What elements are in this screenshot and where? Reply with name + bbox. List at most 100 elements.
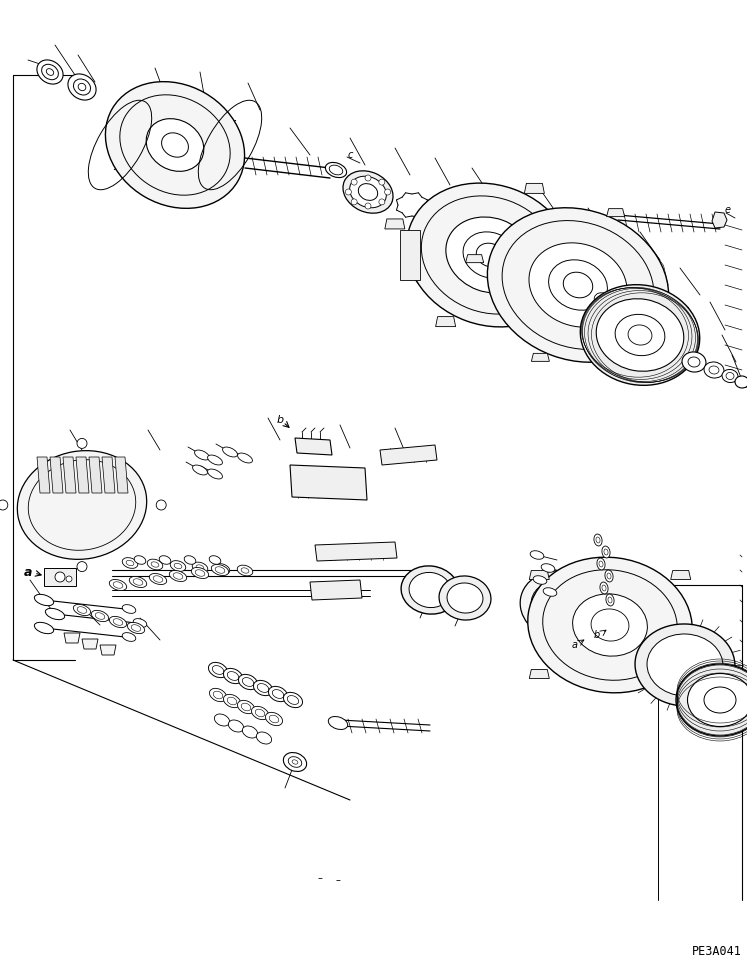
Ellipse shape xyxy=(95,612,105,619)
Circle shape xyxy=(77,438,87,449)
Ellipse shape xyxy=(615,314,665,355)
Ellipse shape xyxy=(208,469,223,479)
Ellipse shape xyxy=(215,567,225,573)
Ellipse shape xyxy=(608,597,612,603)
Ellipse shape xyxy=(252,707,268,719)
Polygon shape xyxy=(115,457,128,493)
Circle shape xyxy=(66,576,72,582)
Polygon shape xyxy=(310,580,362,600)
Ellipse shape xyxy=(211,564,229,576)
Ellipse shape xyxy=(238,700,255,714)
Ellipse shape xyxy=(487,208,669,362)
Circle shape xyxy=(55,572,65,582)
Polygon shape xyxy=(607,209,624,217)
Circle shape xyxy=(351,199,357,205)
Ellipse shape xyxy=(563,273,592,298)
Ellipse shape xyxy=(273,690,284,698)
Ellipse shape xyxy=(529,243,627,327)
Ellipse shape xyxy=(439,576,491,620)
Text: e: e xyxy=(725,205,731,215)
Ellipse shape xyxy=(541,563,555,572)
Polygon shape xyxy=(575,281,595,291)
Ellipse shape xyxy=(238,674,258,690)
Ellipse shape xyxy=(242,678,254,687)
Ellipse shape xyxy=(173,573,183,580)
Circle shape xyxy=(365,175,371,181)
Ellipse shape xyxy=(704,362,724,378)
Ellipse shape xyxy=(605,570,613,582)
Ellipse shape xyxy=(68,74,96,100)
Polygon shape xyxy=(385,219,405,229)
Bar xyxy=(560,235,578,275)
Polygon shape xyxy=(76,457,89,493)
Ellipse shape xyxy=(212,665,223,674)
Circle shape xyxy=(0,500,7,510)
Text: b: b xyxy=(276,415,284,425)
Polygon shape xyxy=(100,645,116,655)
Ellipse shape xyxy=(647,634,723,696)
Ellipse shape xyxy=(591,609,629,641)
Ellipse shape xyxy=(133,618,146,627)
Ellipse shape xyxy=(253,681,273,695)
Text: b: b xyxy=(594,630,600,640)
Polygon shape xyxy=(530,669,549,679)
Ellipse shape xyxy=(114,618,123,625)
Ellipse shape xyxy=(268,687,288,702)
Ellipse shape xyxy=(326,163,347,177)
Ellipse shape xyxy=(543,587,557,596)
Ellipse shape xyxy=(602,546,610,558)
Ellipse shape xyxy=(46,609,65,619)
Ellipse shape xyxy=(530,551,544,560)
Text: a: a xyxy=(24,565,32,579)
Ellipse shape xyxy=(427,197,456,222)
Ellipse shape xyxy=(195,570,205,576)
Ellipse shape xyxy=(34,594,54,606)
Polygon shape xyxy=(380,445,437,465)
Ellipse shape xyxy=(726,373,734,379)
Ellipse shape xyxy=(227,697,237,705)
Ellipse shape xyxy=(113,582,123,588)
Polygon shape xyxy=(89,457,102,493)
Ellipse shape xyxy=(628,325,652,345)
Ellipse shape xyxy=(131,625,140,632)
Ellipse shape xyxy=(722,370,738,382)
Ellipse shape xyxy=(446,217,534,293)
Ellipse shape xyxy=(283,692,303,708)
Ellipse shape xyxy=(78,84,86,91)
Ellipse shape xyxy=(151,561,159,567)
Ellipse shape xyxy=(223,447,238,457)
Ellipse shape xyxy=(607,573,611,579)
Polygon shape xyxy=(671,669,691,679)
Ellipse shape xyxy=(604,549,608,555)
Ellipse shape xyxy=(600,582,608,594)
Bar xyxy=(44,568,76,586)
Ellipse shape xyxy=(223,668,243,684)
Ellipse shape xyxy=(213,691,223,699)
Ellipse shape xyxy=(676,664,747,736)
Polygon shape xyxy=(64,633,80,643)
Ellipse shape xyxy=(146,118,204,171)
Ellipse shape xyxy=(401,566,459,614)
Ellipse shape xyxy=(17,451,146,560)
Ellipse shape xyxy=(242,726,258,738)
Ellipse shape xyxy=(37,60,63,84)
Ellipse shape xyxy=(463,232,517,278)
Ellipse shape xyxy=(218,566,226,572)
Ellipse shape xyxy=(194,450,209,460)
Ellipse shape xyxy=(596,537,600,543)
Circle shape xyxy=(351,179,357,185)
Ellipse shape xyxy=(606,594,614,606)
Ellipse shape xyxy=(283,752,306,771)
Ellipse shape xyxy=(214,563,230,574)
Polygon shape xyxy=(465,254,483,263)
Ellipse shape xyxy=(91,611,108,622)
Ellipse shape xyxy=(573,594,648,656)
Ellipse shape xyxy=(223,694,241,708)
Ellipse shape xyxy=(161,133,188,157)
Polygon shape xyxy=(530,570,549,580)
Ellipse shape xyxy=(688,357,700,367)
Polygon shape xyxy=(672,307,690,315)
Ellipse shape xyxy=(209,689,226,702)
Ellipse shape xyxy=(602,586,606,591)
Polygon shape xyxy=(712,212,727,228)
